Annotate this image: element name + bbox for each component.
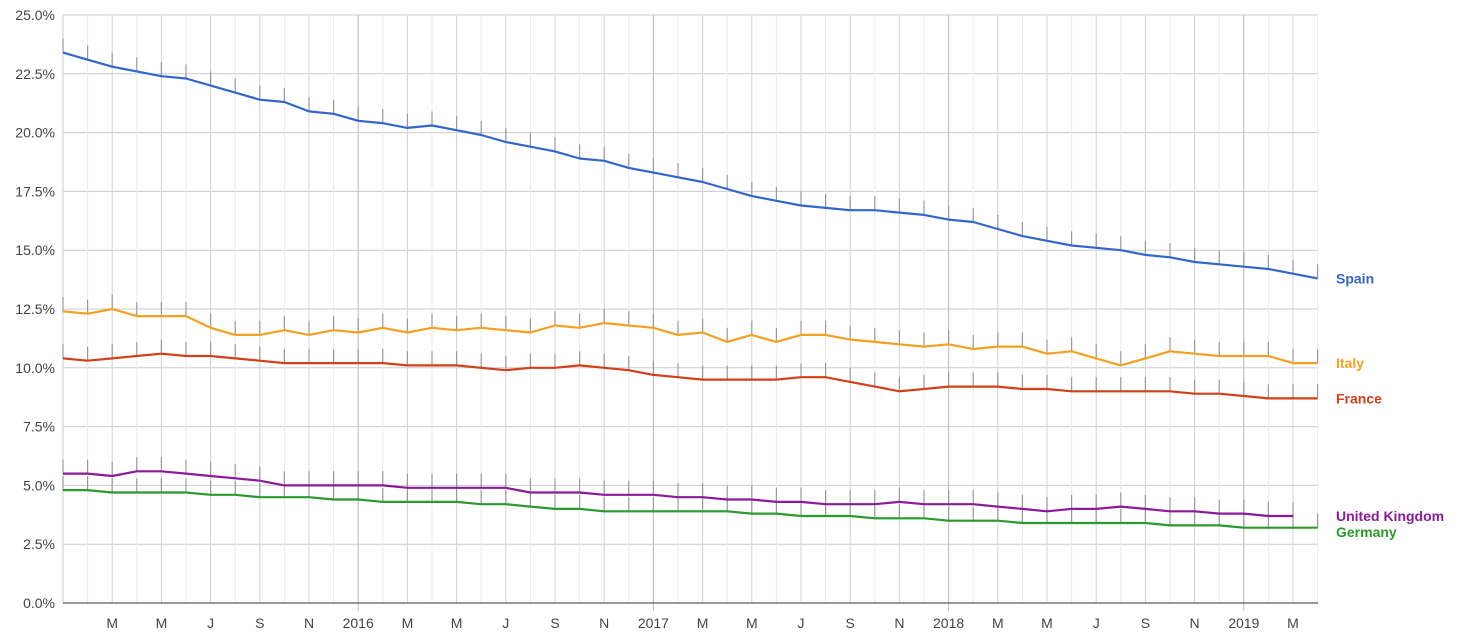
x-tick-label: S: [846, 615, 855, 631]
series-line-italy: [62, 307, 1318, 367]
series-label-italy: Italy: [1336, 355, 1364, 371]
series-line-france: [62, 352, 1318, 400]
series-label-spain: Spain: [1336, 270, 1374, 286]
y-tick-label: 7.5%: [23, 419, 55, 435]
x-tick-label: S: [255, 615, 264, 631]
x-tick-label: M: [1041, 615, 1053, 631]
x-tick-label: J: [502, 615, 509, 631]
x-tick-label: M: [402, 615, 414, 631]
y-tick-label: 20.0%: [15, 125, 55, 141]
y-tick-label: 17.5%: [15, 183, 55, 199]
x-tick-label: M: [451, 615, 463, 631]
x-tick-label: 2018: [933, 615, 964, 631]
series-lines: [62, 51, 1318, 529]
series-line-germany: [63, 489, 1318, 529]
axes: 0.0% 2.5% 5.0% 7.5% 10.0% 12.5% 15.0% 17.5% 20.0…: [15, 7, 1318, 631]
y-tick-label: 22.5%: [15, 66, 55, 82]
series-label-france: France: [1336, 390, 1382, 406]
x-tick-label: M: [1287, 615, 1299, 631]
series-line-spain: [62, 51, 1318, 280]
x-tick-label: N: [304, 615, 314, 631]
x-tick-label: J: [1093, 615, 1100, 631]
x-tick-label: N: [1190, 615, 1200, 631]
series-line-united-kingdom: [63, 470, 1293, 518]
gridlines: [62, 14, 1319, 611]
y-tick-label: 5.0%: [23, 477, 55, 493]
y-tick-label: 12.5%: [15, 301, 55, 317]
x-tick-label: S: [550, 615, 559, 631]
x-tick-label: 2016: [343, 615, 374, 631]
series-label-united-kingdom: United Kingdom: [1336, 508, 1444, 524]
x-tick-label: N: [894, 615, 904, 631]
y-tick-label: 10.0%: [15, 360, 55, 376]
x-tick-label: M: [992, 615, 1004, 631]
x-tick-label: J: [798, 615, 805, 631]
x-tick-label: M: [746, 615, 758, 631]
x-tick-label: M: [697, 615, 709, 631]
x-tick-label: M: [156, 615, 168, 631]
series-label-germany: Germany: [1336, 524, 1397, 540]
x-tick-label: 2017: [638, 615, 669, 631]
y-tick-label: 0.0%: [23, 595, 55, 611]
x-tick-label: N: [599, 615, 609, 631]
x-tick-label: M: [106, 615, 118, 631]
y-tick-label: 2.5%: [23, 536, 55, 552]
x-tick-label: J: [207, 615, 214, 631]
x-tick-label: S: [1141, 615, 1150, 631]
x-tick-label: 2019: [1228, 615, 1259, 631]
error-bars: [62, 38, 1319, 528]
y-tick-label: 25.0%: [15, 7, 55, 23]
y-tick-label: 15.0%: [15, 242, 55, 258]
